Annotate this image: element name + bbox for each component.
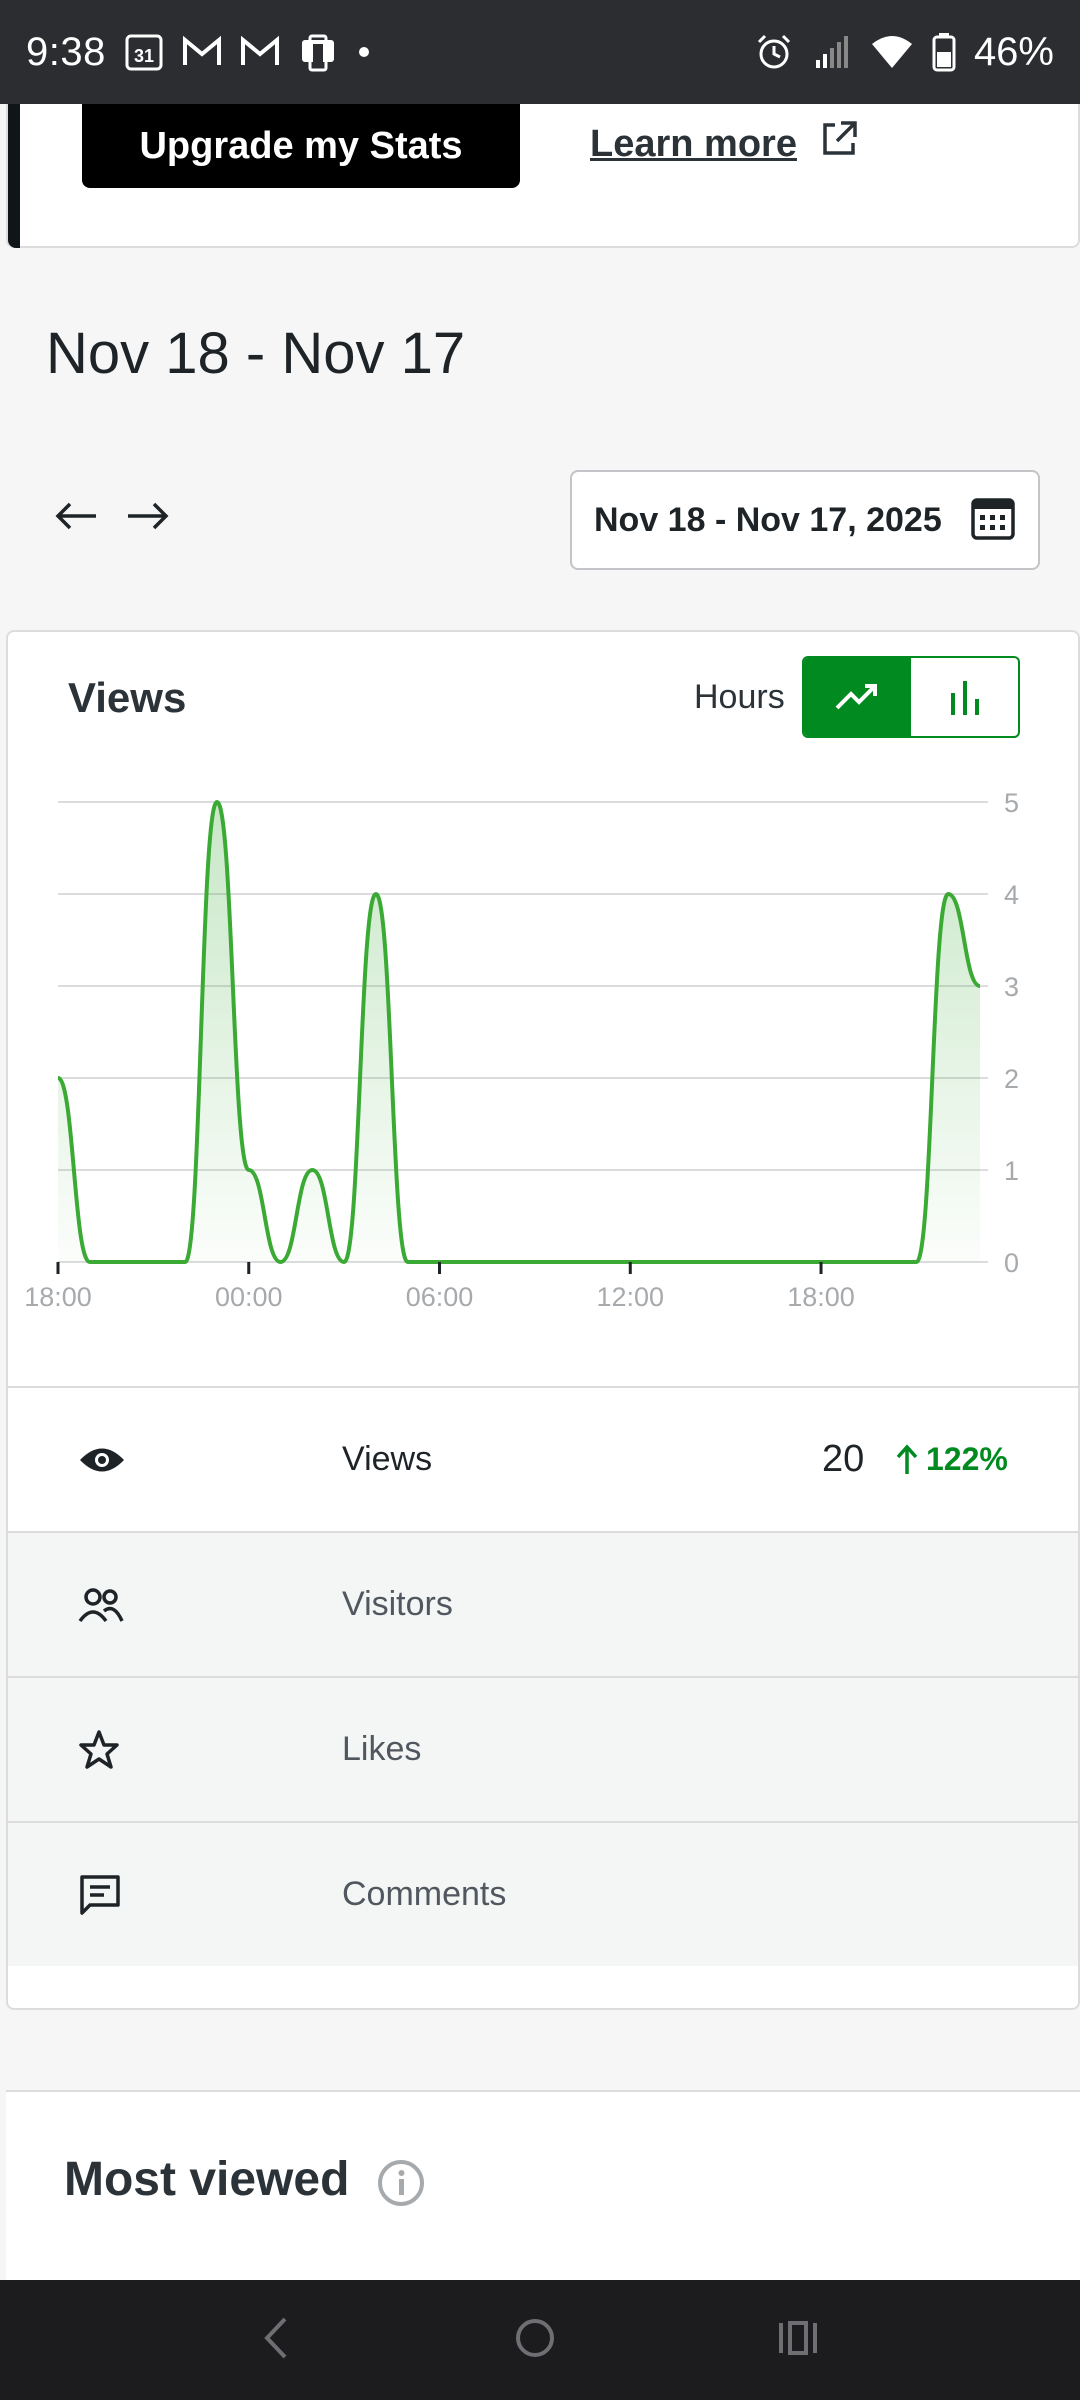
next-period-button[interactable] xyxy=(122,490,174,542)
line-chart-toggle[interactable] xyxy=(804,658,911,736)
cellular-signal-icon xyxy=(812,32,852,72)
period-navigation xyxy=(50,490,174,542)
battery-icon xyxy=(932,32,956,72)
metric-label: Comments xyxy=(342,1875,507,1913)
chart-type-toggle xyxy=(802,656,1020,738)
more-notifications-dot-icon xyxy=(356,44,372,60)
gmail-icon xyxy=(240,35,280,69)
metric-value: 20 xyxy=(822,1438,865,1480)
most-viewed-title: Most viewed xyxy=(64,2153,350,2206)
arrow-right-icon xyxy=(128,502,169,530)
learn-more-label: Learn more xyxy=(590,122,797,165)
arrow-up-icon xyxy=(896,1443,918,1474)
recent-apps-icon[interactable] xyxy=(773,2313,823,2368)
x-tick-label: 12:00 xyxy=(596,1282,664,1312)
granularity-label: Hours xyxy=(694,678,785,716)
system-navigation-bar xyxy=(0,2280,1080,2400)
metric-row-views[interactable]: Views 20 122% xyxy=(8,1386,1078,1531)
most-viewed-section xyxy=(6,2092,1080,2280)
y-tick-label: 2 xyxy=(1004,1064,1019,1094)
upgrade-banner: Upgrade my Stats Learn more xyxy=(6,104,1080,248)
upgrade-stats-button[interactable]: Upgrade my Stats xyxy=(82,104,520,188)
external-link-icon xyxy=(819,119,859,169)
date-range-picker[interactable]: Nov 18 - Nov 17, 2025 xyxy=(570,470,1040,570)
y-tick-label: 0 xyxy=(1004,1248,1019,1278)
info-icon[interactable] xyxy=(376,2158,426,2213)
metric-label: Views xyxy=(342,1440,433,1478)
x-tick-label: 18:00 xyxy=(24,1282,92,1312)
bar-chart-icon xyxy=(950,681,979,715)
home-icon[interactable] xyxy=(510,2313,560,2368)
x-tick-label: 00:00 xyxy=(215,1282,283,1312)
gmail-icon xyxy=(182,35,222,69)
calendar-icon xyxy=(970,495,1016,546)
metric-change-value: 122% xyxy=(926,1441,1008,1477)
bar-chart-toggle[interactable] xyxy=(911,658,1018,736)
calendar-notification-icon: 31 xyxy=(124,32,164,72)
views-line-chart: 0 1 2 3 4 5 18:00 00:00 06:00 12:00 18:00 xyxy=(24,788,1019,1312)
metric-row-likes[interactable]: Likes xyxy=(8,1676,1078,1821)
banner-accent-bar xyxy=(8,104,20,248)
y-tick-label: 4 xyxy=(1004,880,1019,910)
eye-icon xyxy=(78,1445,126,1475)
wifi-icon xyxy=(870,32,914,72)
series-line xyxy=(56,799,981,1265)
people-icon xyxy=(78,1585,124,1625)
x-tick-label: 18:00 xyxy=(787,1282,855,1312)
section-divider xyxy=(6,2090,1080,2092)
metric-label: Likes xyxy=(342,1730,422,1768)
clock: 9:38 xyxy=(26,29,106,74)
star-icon xyxy=(78,1729,120,1771)
back-icon[interactable] xyxy=(257,2313,297,2368)
calendar-day: 31 xyxy=(134,46,154,66)
y-tick-label: 1 xyxy=(1004,1156,1019,1186)
trending-up-icon xyxy=(835,684,877,710)
alarm-icon xyxy=(754,32,794,72)
learn-more-link[interactable]: Learn more xyxy=(590,114,859,174)
previous-period-button[interactable] xyxy=(50,490,102,542)
arrow-left-icon xyxy=(55,502,96,530)
metric-change: 122% xyxy=(896,1441,1008,1478)
device-notification-icon xyxy=(298,32,338,72)
x-tick-label: 06:00 xyxy=(406,1282,474,1312)
page-title: Nov 18 - Nov 17 xyxy=(46,321,466,386)
y-tick-label: 3 xyxy=(1004,972,1019,1002)
date-range-value: Nov 18 - Nov 17, 2025 xyxy=(594,500,942,539)
metric-label: Visitors xyxy=(342,1585,453,1623)
comment-icon xyxy=(78,1873,122,1917)
chart-title: Views xyxy=(68,674,187,721)
metric-row-comments[interactable]: Comments xyxy=(8,1821,1078,1966)
metric-row-visitors[interactable]: Visitors xyxy=(8,1531,1078,1676)
status-bar: 9:38 31 46% xyxy=(0,0,1080,104)
battery-percentage: 46% xyxy=(973,29,1054,74)
stats-chart-card: Views Hours 0 1 2 3 4 5 18:00 00:00 06:00 12:00 18… xyxy=(6,630,1080,2010)
y-tick-label: 5 xyxy=(1004,788,1019,818)
